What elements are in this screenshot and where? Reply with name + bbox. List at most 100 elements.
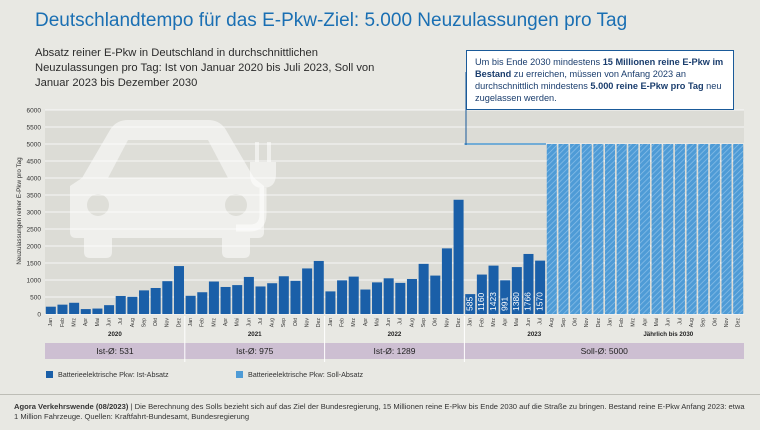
y-tick-label: 5500 <box>27 124 42 131</box>
x-month-label: Nov <box>584 318 590 328</box>
legend-item-soll: Batterieelektrische Pkw: Soll-Absatz <box>236 370 363 379</box>
soll-bar <box>733 144 744 314</box>
x-month-label: Dez <box>596 318 602 328</box>
footnote-source: Agora Verkehrswende (08/2023) <box>14 402 129 411</box>
x-month-label: Jun <box>526 318 532 326</box>
x-year-label: 2023 <box>527 331 541 338</box>
ist-average-label: Ist-Ø: 531 <box>96 346 134 356</box>
grid-lines <box>45 109 744 315</box>
x-month-label: Jan <box>607 318 613 326</box>
chart-svg: 585 1160 1423 991 1380 1766 1570 0 500 1000 1500 2… <box>16 72 744 362</box>
x-month-label: Aug <box>270 318 276 327</box>
footnote: Agora Verkehrswende (08/2023) | Die Bere… <box>14 402 748 422</box>
x-month-label: Mrz <box>72 318 78 327</box>
ist-bar <box>418 263 429 314</box>
soll-bar <box>686 144 697 314</box>
x-month-label: Nov <box>444 318 450 328</box>
ist-bar <box>406 278 417 314</box>
x-month-label: Feb <box>339 318 345 327</box>
ist-bar-value-label: 1423 <box>488 292 498 311</box>
ev-car-charging-icon <box>70 120 276 258</box>
ist-bar <box>104 305 115 314</box>
ist-bar <box>372 282 383 314</box>
x-month-label: Nov <box>305 318 311 328</box>
x-month-label: Mai <box>654 318 660 326</box>
ist-bar <box>302 268 313 314</box>
x-month-label: Sep <box>141 318 147 327</box>
callout-box: Um bis Ende 2030 mindestens 15 Millionen… <box>466 50 734 110</box>
ist-bar <box>313 260 324 314</box>
ist-bar <box>441 248 452 314</box>
ist-bar <box>185 295 196 314</box>
x-month-label: Sep <box>421 318 427 327</box>
ist-bar-value-label: 1160 <box>476 292 486 311</box>
soll-bar <box>570 144 581 314</box>
x-month-label: Apr <box>642 318 648 326</box>
legend: Batterieelektrische Pkw: Ist-Absatz Batt… <box>46 370 746 382</box>
legend-label-ist: Batterieelektrische Pkw: Ist-Absatz <box>58 370 169 379</box>
average-band-bg <box>45 343 744 359</box>
x-month-label: Mai <box>514 318 520 326</box>
x-month-label: Dez <box>176 318 182 328</box>
x-year-label: 2022 <box>388 331 402 338</box>
ist-bar <box>511 267 522 314</box>
ist-bar <box>325 291 336 314</box>
soll-bar <box>651 144 662 314</box>
ist-bar <box>430 275 441 314</box>
y-tick-label: 5000 <box>27 141 42 148</box>
ist-bar <box>395 282 406 314</box>
ist-bar-value-label: 1380 <box>511 292 521 311</box>
callout-text-2: zu erreichen, müssen von Anfang 2023 an … <box>475 69 686 91</box>
x-month-label: Jun <box>246 318 252 326</box>
x-month-label: Feb <box>60 318 66 327</box>
x-month-label: Sep <box>701 318 707 327</box>
x-month-label: Dez <box>316 318 322 328</box>
soll-bar <box>674 144 685 314</box>
soll-bar <box>639 144 650 314</box>
y-tick-label: 4000 <box>27 175 42 182</box>
ist-bar <box>220 286 231 314</box>
soll-bar <box>558 144 569 314</box>
ist-bar <box>535 260 546 314</box>
soll-bar <box>616 144 627 314</box>
legend-swatch-ist <box>46 371 53 378</box>
ist-bar <box>232 285 243 314</box>
x-month-label: Feb <box>619 318 625 327</box>
chart-subtitle: Absatz reiner E-Pkw in Deutschland in du… <box>35 47 375 89</box>
x-month-label: Okt <box>433 317 439 326</box>
x-month-label: Aug <box>549 318 555 327</box>
ist-bar <box>500 280 511 314</box>
x-year-label: 2021 <box>248 331 262 338</box>
x-month-label: Apr <box>223 318 229 326</box>
ist-bar <box>57 304 68 314</box>
y-axis: 0 500 1000 1500 2000 2500 3000 3500 4000 4500 5000… <box>27 107 42 318</box>
x-month-label: Mai <box>95 318 101 326</box>
soll-bar <box>593 144 604 314</box>
callout-text-1: Um bis Ende 2030 mindestens <box>475 57 603 67</box>
x-month-label: Jul <box>118 318 124 325</box>
ist-bar <box>383 278 394 314</box>
ist-bar <box>45 306 56 314</box>
y-tick-label: 0 <box>37 311 41 318</box>
y-tick-label: 3000 <box>27 209 42 216</box>
x-month-label: Sep <box>281 318 287 327</box>
soll-bar <box>721 144 732 314</box>
x-month-label: Okt <box>712 317 718 326</box>
ist-bar <box>127 296 138 314</box>
ist-bar-value-label: 1766 <box>523 292 533 311</box>
y-tick-label: 1000 <box>27 277 42 284</box>
x-month-label: Dez <box>736 318 742 328</box>
ist-bar <box>243 276 254 314</box>
y-tick-label: 2000 <box>27 243 42 250</box>
x-year-label: 2020 <box>108 331 122 338</box>
legend-item-ist: Batterieelektrische Pkw: Ist-Absatz <box>46 370 169 379</box>
x-month-label: Mai <box>235 318 241 326</box>
x-month-label: Aug <box>130 318 136 327</box>
x-month-label: Mrz <box>491 318 497 327</box>
x-month-label: Okt <box>572 317 578 326</box>
ist-bar-value-label: 585 <box>464 297 474 311</box>
x-month-label: Apr <box>363 318 369 326</box>
soll-bar <box>709 144 720 314</box>
footer-divider <box>0 394 760 395</box>
ist-bar <box>337 280 348 314</box>
